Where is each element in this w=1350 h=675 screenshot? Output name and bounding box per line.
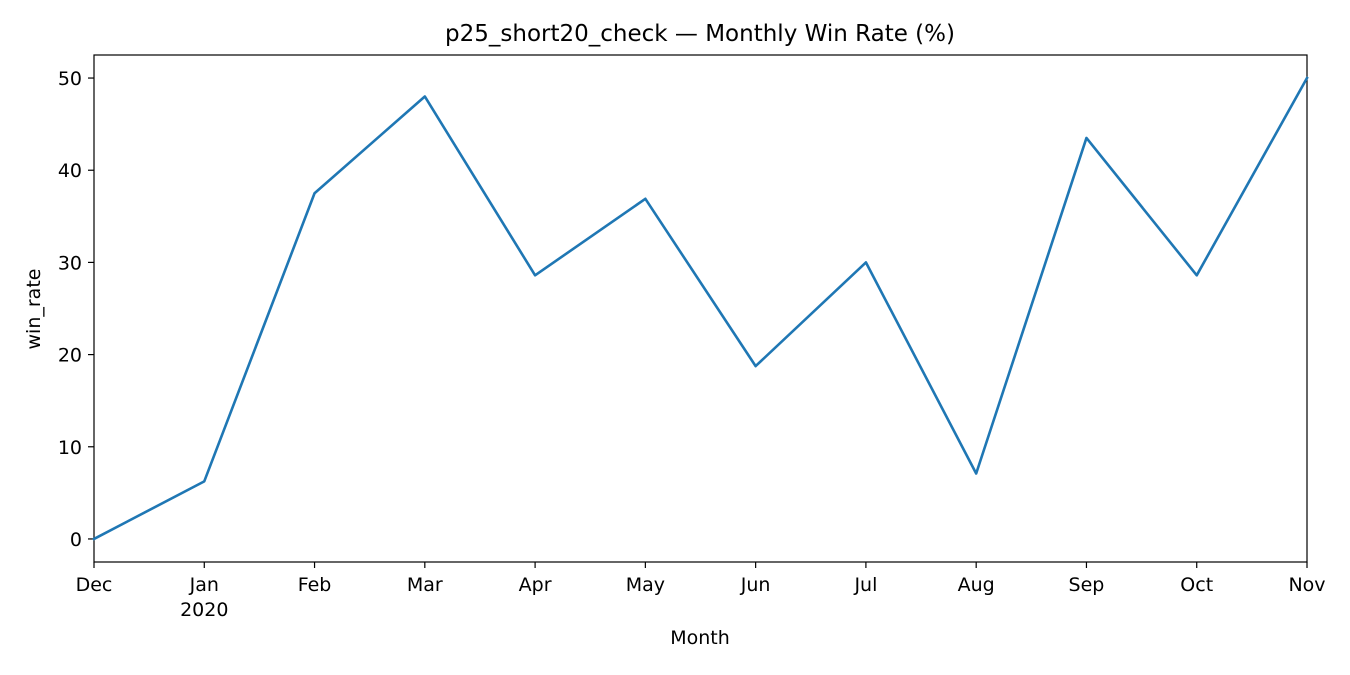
x-tick-label: Sep bbox=[1069, 574, 1105, 596]
x-tick-label: Mar bbox=[407, 574, 443, 596]
x-tick-label: Jun bbox=[740, 574, 771, 596]
plot-frame bbox=[93, 54, 1308, 563]
chart-title: p25_short20_check — Monthly Win Rate (%) bbox=[445, 21, 955, 47]
x-tick-label: Dec bbox=[76, 574, 113, 596]
y-tick-label: 40 bbox=[58, 160, 82, 182]
x-axis: Dec Jan Feb Mar Apr May Jun Jul Aug Sep Oct Nov 2020 bbox=[76, 562, 1326, 621]
x-tick-label: May bbox=[626, 574, 665, 596]
y-axis: 0 10 20 30 40 50 bbox=[58, 68, 94, 551]
series-layer bbox=[92, 76, 1309, 541]
y-tick-label: 50 bbox=[58, 68, 82, 90]
y-tick-label: 0 bbox=[70, 529, 82, 551]
x-tick-label: Jan bbox=[189, 574, 219, 596]
x-tick-label: Oct bbox=[1180, 574, 1213, 596]
x-tick-label: Feb bbox=[298, 574, 332, 596]
x-year-label: 2020 bbox=[180, 599, 228, 621]
y-tick-label: 20 bbox=[58, 345, 82, 367]
y-tick-label: 30 bbox=[58, 252, 82, 274]
x-tick-label: Jul bbox=[853, 574, 877, 596]
x-tick-label: Aug bbox=[958, 574, 995, 596]
plot-area bbox=[93, 54, 1308, 563]
x-tick-label: Apr bbox=[519, 574, 552, 596]
y-tick-label: 10 bbox=[58, 437, 82, 459]
x-tick-label: Nov bbox=[1288, 574, 1325, 596]
x-axis-label: Month bbox=[670, 627, 730, 649]
series-line-0 bbox=[92, 76, 1309, 541]
y-axis-label: win_rate bbox=[23, 269, 45, 350]
